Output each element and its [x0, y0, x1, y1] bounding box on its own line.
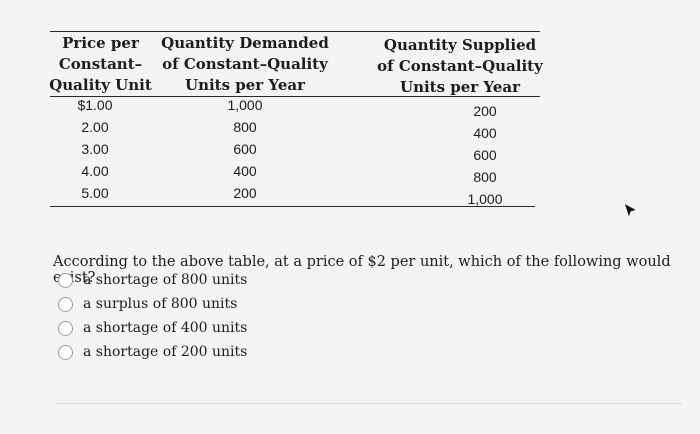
demand-cell: 1,000 [227, 97, 263, 113]
price-cell: $1.00 [77, 97, 113, 113]
supply-cell: 800 [473, 169, 497, 185]
answer-options: a shortage of 800 units a surplus of 800… [58, 268, 247, 364]
option-label: a shortage of 800 units [83, 272, 248, 288]
price-cell: 4.00 [81, 163, 109, 179]
demand-header-line-1: Quantity Demanded [161, 34, 329, 52]
demand-column: 1,000 800 600 400 200 [200, 94, 290, 204]
option-shortage-400[interactable]: a shortage of 400 units [58, 316, 247, 340]
demand-cell: 800 [233, 119, 257, 135]
supply-header-line-2: of Constant–Quality [377, 57, 543, 75]
header-rule [50, 96, 540, 97]
demand-cell: 400 [233, 163, 257, 179]
option-label: a surplus of 800 units [83, 296, 238, 312]
demand-header: Quantity Demanded of Constant–Quality Un… [155, 33, 335, 96]
price-cell: 5.00 [81, 185, 109, 201]
price-cell: 2.00 [81, 119, 109, 135]
option-label: a shortage of 200 units [83, 344, 248, 360]
supply-header-line-3: Units per Year [399, 78, 520, 96]
supply-cell: 400 [473, 125, 497, 141]
price-cell: 3.00 [81, 141, 109, 157]
option-label: a shortage of 400 units [83, 320, 248, 336]
supply-cell: 600 [473, 147, 497, 163]
supply-cell: 200 [473, 103, 497, 119]
table-bottom-rule [50, 206, 535, 207]
supply-header-line-1: Quantity Supplied [383, 36, 537, 54]
table-top-rule [50, 31, 540, 32]
price-header-line-3: Quality Unit [49, 76, 152, 94]
supply-cell: 1,000 [467, 191, 503, 207]
demand-cell: 200 [233, 185, 257, 201]
radio-button[interactable] [58, 344, 73, 360]
option-shortage-800[interactable]: a shortage of 800 units [58, 268, 247, 292]
demand-header-line-2: of Constant–Quality [162, 55, 328, 73]
option-shortage-200[interactable]: a shortage of 200 units [58, 340, 247, 364]
divider [55, 403, 682, 404]
demand-cell: 600 [233, 141, 257, 157]
radio-button[interactable] [58, 320, 73, 336]
price-header: Price per Constant– Quality Unit [48, 33, 153, 96]
supply-column: 200 400 600 800 1,000 [440, 100, 530, 210]
price-header-line-2: Constant– [58, 55, 143, 73]
demand-header-line-3: Units per Year [184, 76, 305, 94]
price-header-line-1: Price per [62, 34, 139, 52]
radio-button[interactable] [58, 272, 73, 288]
mouse-pointer-icon [623, 201, 639, 220]
supply-header: Quantity Supplied of Constant–Quality Un… [375, 35, 545, 98]
option-surplus-800[interactable]: a surplus of 800 units [58, 292, 247, 316]
price-column: $1.00 2.00 3.00 4.00 5.00 [50, 94, 140, 204]
radio-button[interactable] [58, 296, 73, 312]
